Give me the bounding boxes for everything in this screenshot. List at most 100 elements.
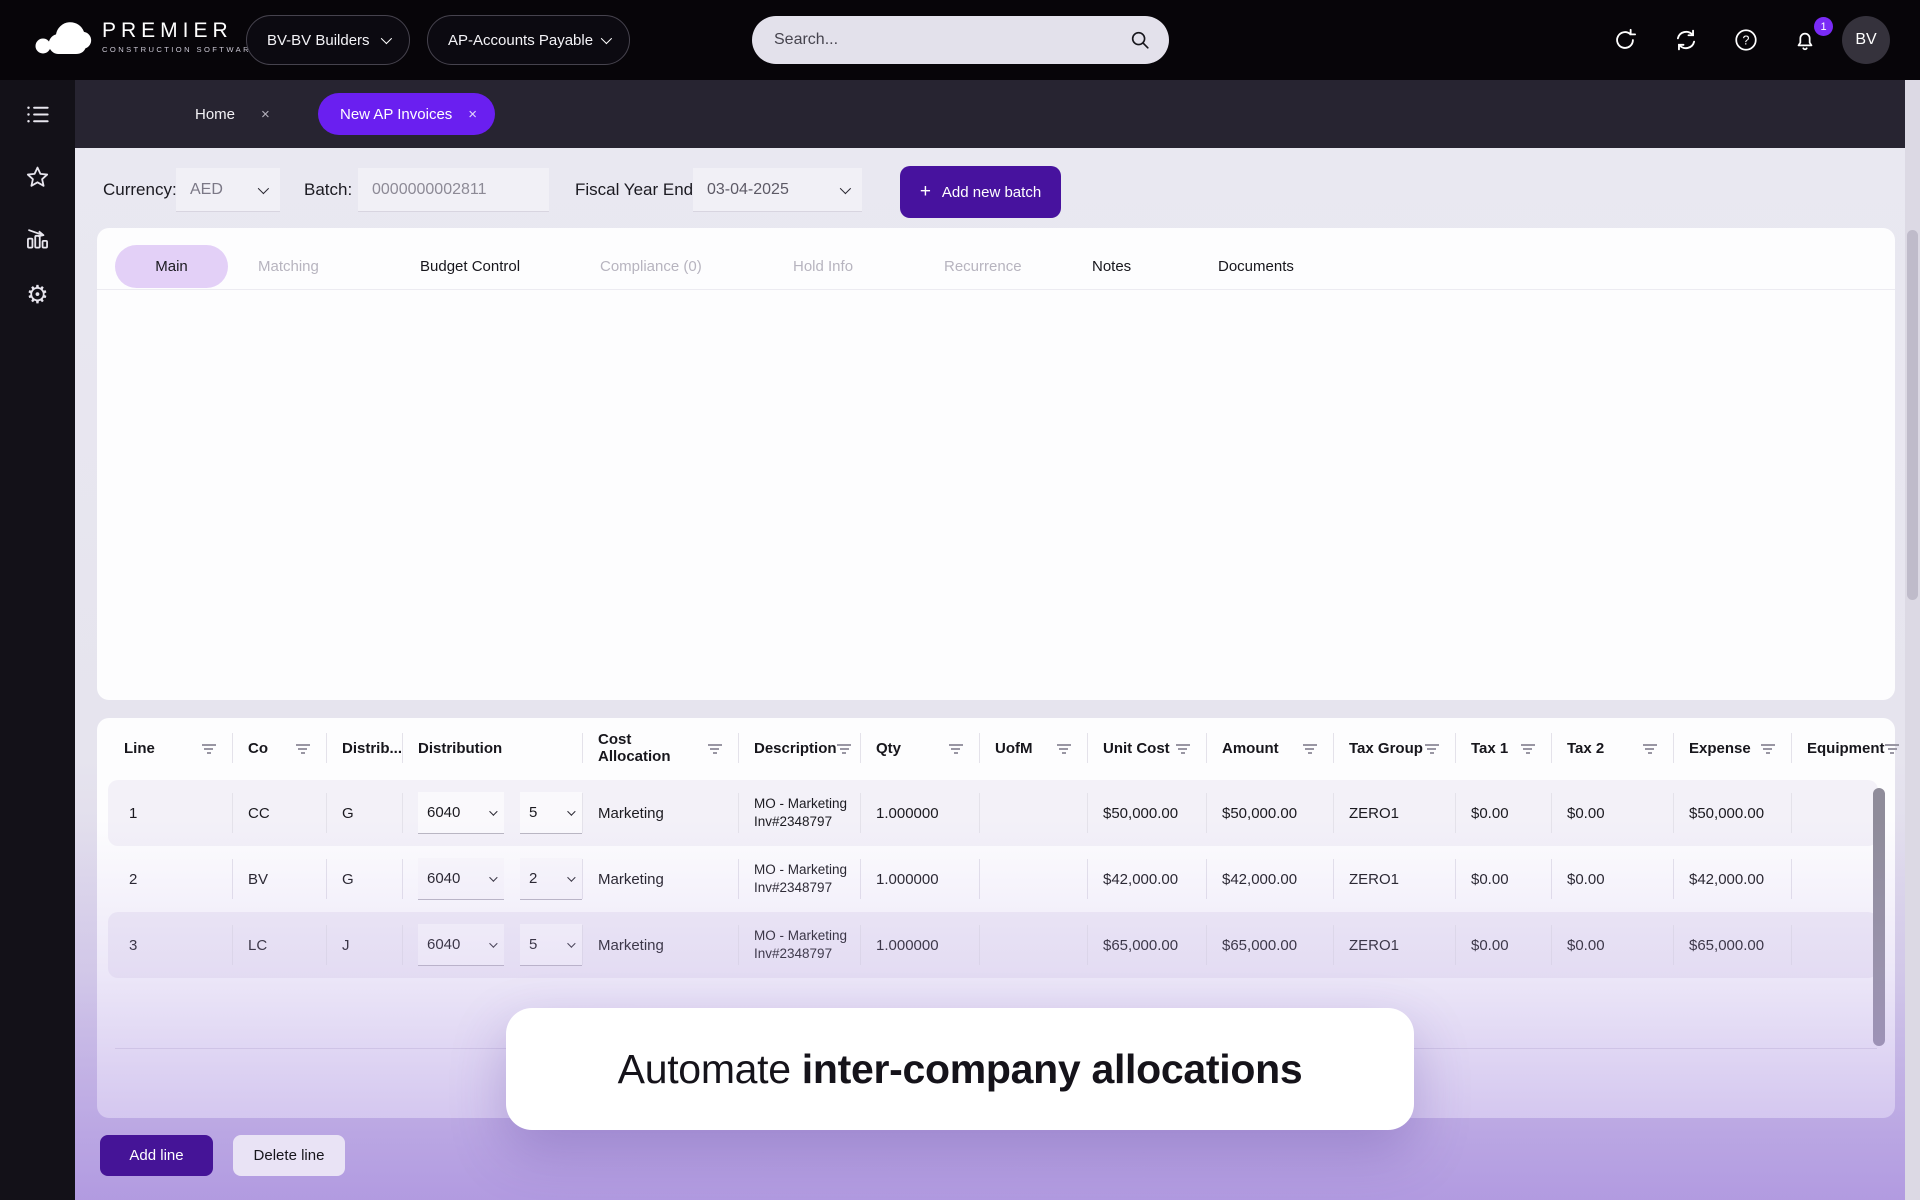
tab-home[interactable]: Home × (195, 80, 270, 148)
filter-icon[interactable] (201, 742, 216, 754)
filter-icon[interactable] (1302, 742, 1317, 754)
distribution-sub-select[interactable]: 5 (520, 792, 582, 834)
notification-badge: 1 (1814, 17, 1833, 36)
col-label: Co (248, 739, 268, 757)
window-tab-strip: Home × New AP Invoices × (75, 80, 1920, 148)
cell-uofm (979, 912, 1087, 978)
col-label: UofM (995, 739, 1033, 757)
distribution-sub-select[interactable]: 2 (520, 858, 582, 900)
filter-icon[interactable] (836, 742, 852, 754)
cell-equipment (1791, 912, 1878, 978)
help-icon[interactable]: ? (1733, 27, 1759, 53)
table-row[interactable]: 3 LC J 6040 5 Marketing MO - Marketing I… (108, 912, 1878, 978)
search-icon[interactable] (1129, 29, 1151, 51)
col-header-unit-cost[interactable]: Unit Cost (1087, 726, 1206, 770)
tab-home-label: Home (195, 105, 236, 123)
table-row[interactable]: 1 CC G 6040 5 Marketing MO - Marketing I… (108, 780, 1878, 846)
col-header-line[interactable]: Line (108, 726, 232, 770)
tab-compliance[interactable]: Compliance (0) (600, 245, 702, 288)
col-header-qty[interactable]: Qty (860, 726, 979, 770)
module-dropdown[interactable]: AP-Accounts Payable (427, 15, 630, 65)
tab-budget-control[interactable]: Budget Control (420, 245, 520, 288)
close-icon[interactable]: × (468, 105, 478, 123)
cell-cost-allocation: Marketing (582, 846, 738, 912)
distribution-account-select[interactable]: 6040 (418, 792, 504, 834)
col-header-tax2[interactable]: Tax 2 (1551, 726, 1673, 770)
col-header-tax-group[interactable]: Tax Group (1333, 726, 1455, 770)
filter-icon[interactable] (1520, 742, 1535, 754)
fiscal-year-end-select[interactable]: 03-04-2025 (693, 168, 862, 212)
avatar[interactable]: BV (1842, 16, 1890, 64)
filter-icon[interactable] (1642, 742, 1657, 754)
cell-description: MO - Marketing Inv#2348797 (738, 846, 860, 912)
col-header-expense[interactable]: Expense (1673, 726, 1791, 770)
cloud-logo-icon (34, 16, 92, 56)
batch-input[interactable]: 0000000002811 (358, 168, 549, 212)
col-header-uofm[interactable]: UofM (979, 726, 1087, 770)
filter-icon[interactable] (1056, 742, 1071, 754)
col-header-equipment[interactable]: Equipment (1791, 726, 1900, 770)
currency-select[interactable]: AED (176, 168, 280, 212)
cell-distribution: 6040 2 (402, 846, 582, 912)
tab-main[interactable]: Main (115, 245, 228, 288)
cell-expense: $65,000.00 (1673, 912, 1791, 978)
tab-recurrence[interactable]: Recurrence (944, 245, 1022, 288)
tab-main-label: Main (155, 258, 188, 275)
notification-bell-icon[interactable] (1792, 27, 1818, 53)
distribution-account-select[interactable]: 6040 (418, 924, 504, 966)
table-scrollbar-thumb[interactable] (1873, 788, 1885, 1046)
col-label: Amount (1222, 739, 1279, 757)
add-new-batch-button[interactable]: + Add new batch (900, 166, 1061, 218)
tab-matching[interactable]: Matching (258, 245, 319, 288)
filter-icon[interactable] (295, 742, 310, 754)
tab-notes[interactable]: Notes (1092, 245, 1131, 288)
sync-icon[interactable] (1673, 27, 1699, 53)
col-label: Tax 2 (1567, 739, 1605, 757)
search-input[interactable] (774, 31, 1129, 49)
page-scrollbar-thumb[interactable] (1907, 230, 1918, 600)
chevron-down-icon (489, 938, 498, 948)
col-header-tax1[interactable]: Tax 1 (1455, 726, 1551, 770)
cell-unit-cost: $65,000.00 (1087, 912, 1206, 978)
settings-gear-icon[interactable]: ⚙ (26, 281, 49, 309)
col-label: Distrib... (342, 739, 403, 757)
filter-icon[interactable] (1760, 742, 1775, 754)
col-header-co[interactable]: Co (232, 726, 326, 770)
col-header-distrib[interactable]: Distrib... (326, 726, 402, 770)
close-icon[interactable]: × (261, 105, 270, 123)
favorites-star-icon[interactable] (24, 164, 51, 191)
search-bar[interactable] (752, 16, 1169, 64)
cell-qty: 1.000000 (860, 846, 979, 912)
add-line-button[interactable]: Add line (100, 1135, 213, 1176)
col-header-amount[interactable]: Amount (1206, 726, 1333, 770)
brand-logo[interactable]: PREMIER CONSTRUCTION SOFTWARE (34, 16, 258, 56)
distribution-sub-select[interactable]: 5 (520, 924, 582, 966)
tab-documents[interactable]: Documents (1218, 245, 1294, 288)
filter-icon[interactable] (707, 742, 722, 754)
cell-qty: 1.000000 (860, 912, 979, 978)
marketing-banner: Automate inter-company allocations (506, 1008, 1414, 1130)
tab-hold-info[interactable]: Hold Info (793, 245, 853, 288)
col-label: Tax Group (1349, 739, 1423, 757)
analytics-chart-icon[interactable] (24, 224, 51, 251)
col-header-description[interactable]: Description (738, 726, 860, 770)
filter-icon[interactable] (1175, 742, 1190, 754)
filter-icon[interactable] (1424, 742, 1439, 754)
cell-cost-allocation: Marketing (582, 912, 738, 978)
col-header-distribution[interactable]: Distribution (402, 726, 582, 770)
filter-icon[interactable] (1884, 742, 1900, 754)
delete-line-button[interactable]: Delete line (233, 1135, 345, 1176)
refresh-icon[interactable] (1612, 27, 1638, 53)
invoice-form-card: Main Matching Budget Control Compliance … (97, 228, 1895, 700)
distribution-account-select[interactable]: 6040 (418, 858, 504, 900)
cell-line: 3 (129, 936, 138, 954)
col-label: Line (124, 739, 155, 757)
tab-new-ap-invoices[interactable]: New AP Invoices × (318, 93, 496, 135)
col-header-cost-allocation[interactable]: Cost Allocation (582, 726, 738, 770)
table-row[interactable]: 2 BV G 6040 2 Marketing MO - Marketing I… (108, 846, 1878, 912)
filter-icon[interactable] (948, 742, 963, 754)
tab-divider (97, 289, 1895, 290)
company-dropdown[interactable]: BV-BV Builders (246, 15, 410, 65)
list-menu-icon[interactable] (24, 101, 51, 128)
page-scrollbar-track[interactable] (1905, 80, 1920, 1200)
